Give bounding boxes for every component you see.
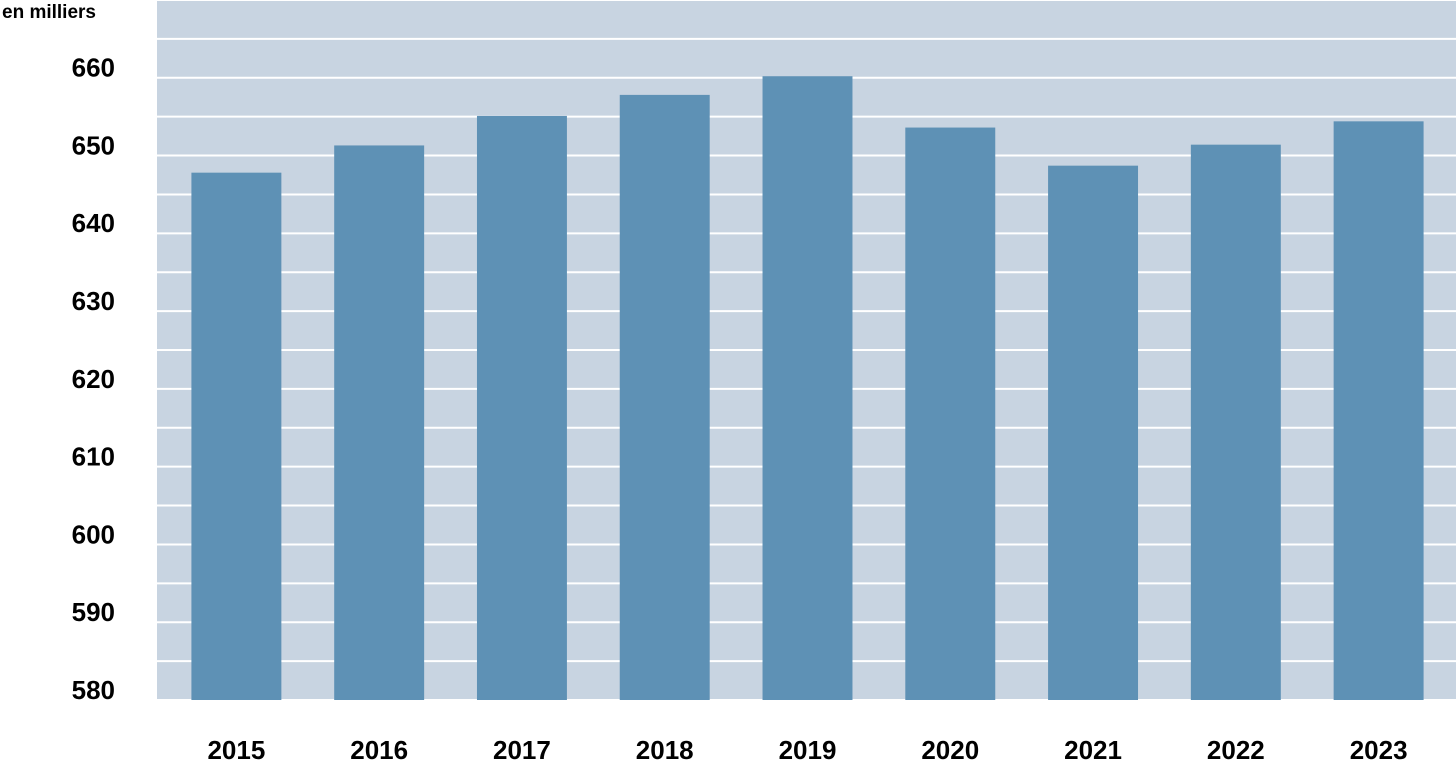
y-tick-label: 590: [72, 597, 115, 627]
y-tick-label: 630: [72, 286, 115, 316]
bar: [191, 172, 282, 700]
y-tick-label: 580: [72, 675, 115, 705]
bar: [1190, 144, 1281, 700]
x-tick-label: 2015: [207, 735, 265, 765]
bar: [334, 145, 425, 700]
x-tick-label: 2020: [921, 735, 979, 765]
bar: [762, 76, 853, 700]
bar: [619, 94, 710, 700]
y-tick-label: 610: [72, 442, 115, 472]
y-tick-label: 600: [72, 519, 115, 549]
x-tick-label: 2022: [1207, 735, 1265, 765]
bar: [1048, 165, 1139, 700]
y-tick-label: 650: [72, 130, 115, 160]
bar: [905, 127, 996, 701]
y-axis-label: en milliers: [2, 2, 96, 23]
y-tick-label: 660: [72, 53, 115, 83]
x-tick-label: 2019: [779, 735, 837, 765]
y-tick-label: 640: [72, 208, 115, 238]
x-tick-label: 2021: [1064, 735, 1122, 765]
x-tick-label: 2018: [636, 735, 694, 765]
bar: [1333, 121, 1424, 701]
y-tick-label: 620: [72, 364, 115, 394]
x-tick-label: 2017: [493, 735, 551, 765]
x-tick-label: 2023: [1350, 735, 1408, 765]
bar: [476, 115, 567, 700]
x-tick-label: 2016: [350, 735, 408, 765]
